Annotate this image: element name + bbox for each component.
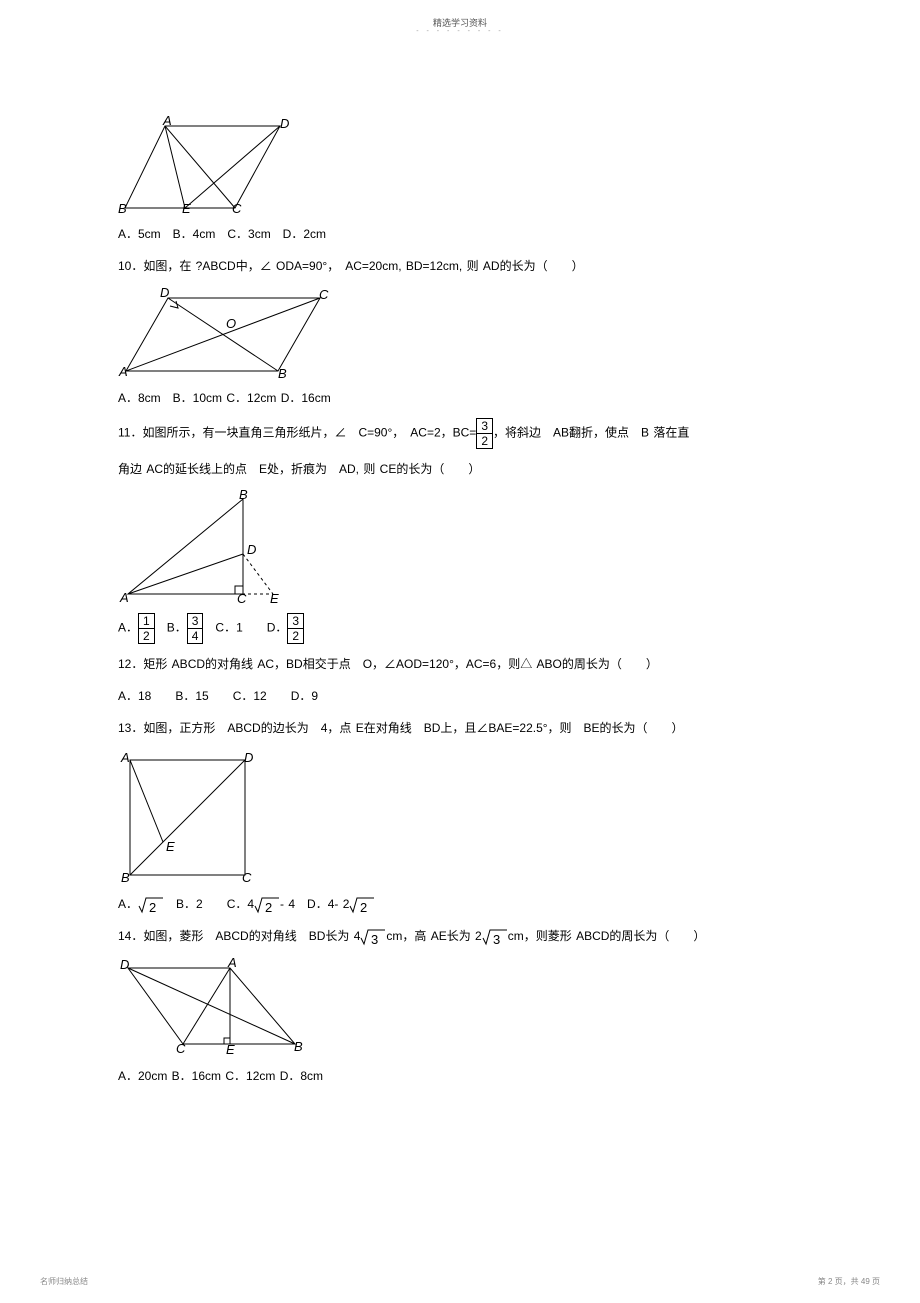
q11-text-2: ，将斜边 AB翻折，使点 B 落在直 [493,426,689,440]
q10-figure: A B C D O [118,286,818,378]
content-area: A D B E C A．5cm B．4cm C．3cm D．2cm 10．如图，… [118,110,818,1096]
sqrt-icon: 2 [254,896,280,914]
q13-opt-3: - 4 D．4- 2 [280,897,349,911]
q9-figure: A D B E C [118,116,818,214]
svg-text:A: A [119,590,129,605]
svg-text:C: C [319,287,329,302]
q10-text: 10．如图，在 ?ABCD中，∠ ODA=90°， AC=20cm, BD=12… [118,254,818,278]
q14-text-3: cm，则菱形 ABCD的周长为（ ） [508,929,706,943]
svg-text:2: 2 [360,900,367,914]
svg-text:E: E [166,839,175,854]
svg-text:3: 3 [493,932,500,946]
q14-options: A．20cm B．16cm C．12cm D．8cm [118,1064,818,1088]
q14-text: 14．如图，菱形 ABCD的对角线 BD长为 4 3 cm，高 AE长为 2 3 cm，… [118,924,818,948]
svg-text:B: B [278,366,287,378]
q12-options: A．18 B．15 C．12 D．9 [118,684,818,708]
svg-text:B: B [294,1039,303,1054]
q11-frac-d: 32 [287,613,304,644]
svg-text:C: C [242,870,252,884]
q14-text-2: cm，高 AE长为 2 [386,929,481,943]
svg-text:D: D [244,750,253,765]
svg-text:B: B [239,489,248,502]
q13-figure: A D B C E [118,748,818,884]
svg-text:E: E [226,1042,235,1056]
q14-figure: D A B C E [118,956,818,1056]
sqrt-icon: 3 [360,928,386,946]
q10-options: A．8cm B．10cm C．12cm D．16cm [118,386,818,410]
q9-options: A．5cm B．4cm C．3cm D．2cm [118,222,818,246]
svg-text:O: O [226,316,236,331]
svg-text:A: A [162,116,172,128]
q11-frac-a: 12 [138,613,155,644]
sqrt-icon: 3 [482,928,508,946]
svg-text:C: C [176,1041,186,1056]
svg-text:A: A [118,364,128,378]
q14-text-1: 14．如图，菱形 ABCD的对角线 BD长为 4 [118,929,360,943]
svg-text:E: E [182,201,191,214]
q11-text-line2: 角边 AC的延长线上的点 E处，折痕为 AD, 则 CE的长为（ ） [118,457,818,481]
svg-text:B: B [121,870,130,884]
footer-left: 名师归纳总结 [40,1276,88,1287]
svg-text:E: E [270,591,279,605]
q11-options: A．12 B．34 C．1 D．32 [118,613,818,644]
q11-frac-b: 34 [187,613,204,644]
q11-text-1: 11．如图所示，有一块直角三角形纸片，∠ C=90°， AC=2，BC= [118,426,476,440]
svg-text:3: 3 [371,932,378,946]
footer-right: 第 2 页，共 49 页 [818,1276,880,1287]
q13-text: 13．如图，正方形 ABCD的边长为 4，点 E在对角线 BD上，且∠BAE=2… [118,716,818,740]
q12-text: 12．矩形 ABCD的对角线 AC，BD相交于点 O，∠AOD=120°，AC=… [118,652,818,676]
q11-opt-c: C．1 D． [203,621,287,635]
svg-text:2: 2 [265,900,272,914]
svg-text:C: C [237,591,247,605]
q13-opt-2: B．2 C．4 [164,897,254,911]
q13-options: A． 2 B．2 C．4 2 - 4 D．4- 2 2 [118,892,818,916]
q11-opt-b: B． [155,621,187,635]
sqrt-icon: 2 [349,896,375,914]
svg-text:A: A [227,956,237,970]
q11-frac1: 32 [476,418,493,449]
q11-opt-a: A． [118,621,138,635]
svg-text:B: B [118,201,127,214]
svg-text:D: D [120,957,129,972]
svg-text:C: C [232,201,242,214]
svg-text:D: D [247,542,256,557]
q11-figure: A B C D E [118,489,818,605]
svg-text:D: D [280,116,289,131]
q13-opt-1: A． [118,897,138,911]
svg-text:D: D [160,286,169,300]
q11-text-line1: 11．如图所示，有一块直角三角形纸片，∠ C=90°， AC=2，BC=32，将… [118,418,818,449]
svg-text:2: 2 [149,900,156,914]
svg-text:A: A [120,750,130,765]
header-dots: - - - - - - - - - [416,28,504,35]
sqrt-icon: 2 [138,896,164,914]
